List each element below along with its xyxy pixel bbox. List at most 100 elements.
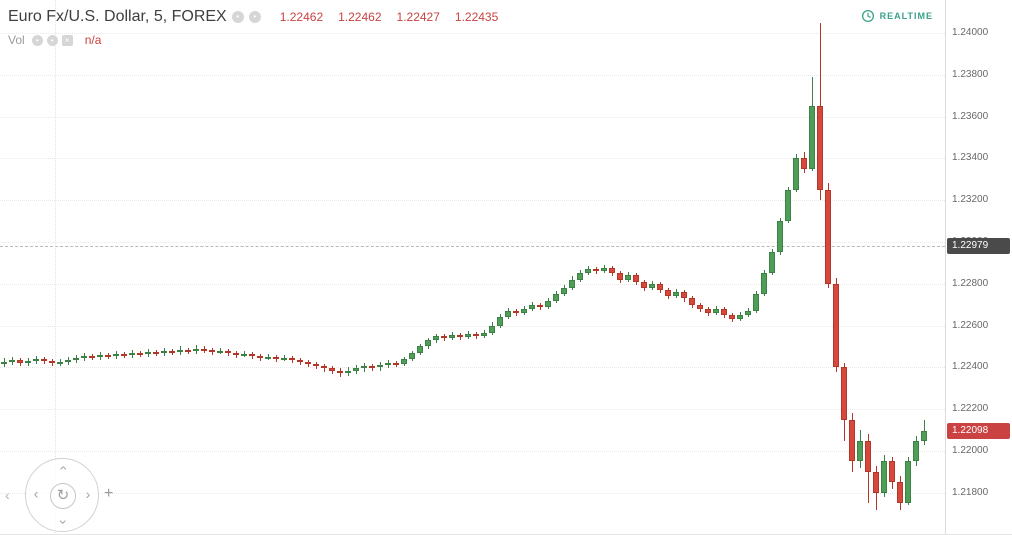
volume-value: n/a <box>84 33 102 47</box>
close-icon[interactable]: × <box>61 34 73 46</box>
candle-body <box>569 280 575 288</box>
prev-close-price-badge: 1.22979 <box>947 238 1010 254</box>
candle-body <box>209 350 215 352</box>
candle-body <box>25 361 31 363</box>
candle-body <box>265 357 271 359</box>
candle-body <box>233 353 239 355</box>
candle-body <box>9 360 15 362</box>
candle-body <box>201 349 207 351</box>
chart-plot-area[interactable]: Euro Fx/U.S. Dollar, 5, FOREX • • 1.2246… <box>0 0 945 534</box>
price-tick-label: 1.23800 <box>952 69 989 80</box>
candle-body <box>801 158 807 169</box>
candle-body <box>873 472 879 493</box>
price-tick-label: 1.22400 <box>952 361 989 372</box>
candle-body <box>633 275 639 282</box>
candle-body <box>353 368 359 371</box>
candle-body <box>121 354 127 356</box>
candle-body <box>33 359 39 361</box>
zoom-in-button[interactable]: + <box>104 485 114 502</box>
candle-wick <box>323 364 325 372</box>
candle-body <box>465 334 471 337</box>
candle-body <box>913 441 919 461</box>
close-value: 1.22435 <box>454 10 499 24</box>
candle-body <box>785 190 791 221</box>
gridline-h <box>0 284 945 285</box>
candle-body <box>217 351 223 353</box>
scroll-left-button[interactable]: ‹ <box>5 487 10 503</box>
gear-icon[interactable]: • <box>248 11 261 23</box>
price-tick-label: 1.22200 <box>952 403 989 414</box>
last-price-badge: 1.22098 <box>947 423 1010 439</box>
candle-body <box>641 282 647 288</box>
candle-body <box>905 461 911 503</box>
symbol-title: Euro Fx/U.S. Dollar, 5, FOREX <box>8 8 227 25</box>
candle-body <box>417 346 423 353</box>
pan-down-arrow[interactable]: › <box>56 519 72 525</box>
pan-left-arrow[interactable]: › <box>33 488 39 504</box>
pan-up-arrow[interactable]: › <box>54 465 70 471</box>
candle-body <box>441 336 447 338</box>
gridline-h <box>0 493 945 494</box>
candle-body <box>369 366 375 368</box>
gridline-h <box>0 451 945 452</box>
candle-body <box>497 317 503 326</box>
candle-body <box>1 362 7 364</box>
candle-body <box>817 106 823 190</box>
candle-body <box>697 305 703 309</box>
candle-body <box>49 361 55 363</box>
gridline-h <box>0 75 945 76</box>
candle-body <box>921 431 927 441</box>
candle-body <box>401 359 407 364</box>
pan-right-arrow[interactable]: › <box>85 486 91 502</box>
candle-body <box>545 301 551 307</box>
price-tick-label: 1.23200 <box>952 194 989 205</box>
candle-body <box>585 269 591 273</box>
candle-body <box>617 273 623 280</box>
candle-body <box>153 352 159 354</box>
eye-icon[interactable]: • <box>231 11 244 23</box>
candle-body <box>473 334 479 336</box>
candle-body <box>281 358 287 360</box>
eye-icon[interactable]: • <box>31 34 43 46</box>
candle-body <box>577 273 583 280</box>
price-tick-label: 1.23600 <box>952 111 989 122</box>
gridline-h <box>0 242 945 243</box>
candle-body <box>881 461 887 493</box>
gridline-h <box>0 367 945 368</box>
candle-body <box>361 366 367 368</box>
realtime-label: REALTIME <box>879 11 933 21</box>
candle-body <box>889 461 895 482</box>
gridline-h <box>0 326 945 327</box>
candle-body <box>529 305 535 309</box>
gridline-v <box>55 0 56 534</box>
gear-icon[interactable]: • <box>46 34 58 46</box>
candle-body <box>769 252 775 273</box>
price-axis[interactable]: 1.240001.238001.236001.234001.232001.230… <box>945 0 1012 534</box>
candle-body <box>537 305 543 307</box>
candle-body <box>89 356 95 358</box>
candle-body <box>257 356 263 358</box>
candle-body <box>601 268 607 271</box>
candle-body <box>745 311 751 315</box>
candle-body <box>857 441 863 461</box>
candle-body <box>225 351 231 353</box>
candle-body <box>57 362 63 364</box>
candle-body <box>521 309 527 313</box>
candle-body <box>705 309 711 313</box>
candle-body <box>17 360 23 363</box>
candle-body <box>97 355 103 357</box>
price-tick-label: 1.22600 <box>952 320 989 331</box>
candle-body <box>777 221 783 252</box>
candle-body <box>337 371 343 373</box>
candle-body <box>713 309 719 313</box>
reset-view-button[interactable]: ↻ <box>50 483 76 509</box>
candle-body <box>329 368 335 371</box>
volume-legend: Vol • • × n/a <box>8 33 101 47</box>
candle-body <box>609 268 615 273</box>
candle-body <box>161 351 167 353</box>
candle-body <box>65 360 71 362</box>
gridline-h <box>0 158 945 159</box>
realtime-badge[interactable]: REALTIME <box>861 9 933 23</box>
candle-body <box>625 275 631 280</box>
candle-body <box>377 365 383 367</box>
